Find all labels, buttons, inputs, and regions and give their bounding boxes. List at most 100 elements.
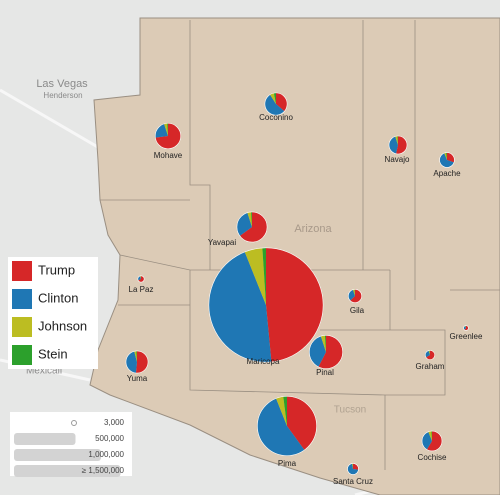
place-label: Tucson [334,405,366,416]
county-pie: La Paz [129,275,154,294]
pie-slice [439,153,454,168]
pie-size [154,122,182,150]
county-pie: Navajo [385,135,410,164]
pie-slice [396,135,408,155]
pie-slice [464,325,469,331]
pie-slice [425,350,435,360]
pie-slice [244,247,266,305]
pie-slice [318,335,343,369]
pie-slice [350,289,362,303]
county-pie: Graham [416,349,445,371]
pie-slice [444,152,447,160]
pie-slice [257,398,305,456]
legend-swatch [12,261,32,281]
pie-slice [463,325,466,330]
pie-slice [324,335,326,352]
pie-slice [208,251,272,363]
pie-slice [352,289,355,296]
pie-slice [447,152,455,163]
county-pie: Yuma [125,350,149,383]
pie-slice [428,431,432,441]
pie-slice [422,431,432,450]
pie-slice [138,275,145,283]
pie-slice [164,123,168,136]
county-label: Pima [278,459,297,468]
county-borders [100,18,500,470]
legend-swatch [12,317,32,337]
pie-slice [247,211,252,227]
pie-slice [155,123,168,138]
size-swatch [14,433,76,445]
county-label: Coconino [259,113,293,122]
pie-size [347,463,359,475]
pie-slice [287,396,317,450]
pie-slice [351,463,353,469]
county-label: Pinal [316,368,334,377]
pie-size [421,430,443,452]
pie-slice [426,431,442,451]
size-legend: 3,000 500,000 1,000,000 ≥ 1,500,000 [10,412,132,477]
pie-size [439,152,455,168]
pie-slice [262,247,266,305]
county-label: Maricopa [247,357,280,366]
pie-slice [428,350,430,355]
pie-slice [276,92,288,112]
pie-slice [395,136,398,145]
pie-slice [135,350,149,374]
pie-slice [136,350,137,362]
county-pie: Mohave [154,122,183,160]
pie-slice [266,247,324,362]
size-label: 1,000,000 [88,450,124,459]
county-label: Cochise [418,453,447,462]
county-pie: Cochise [418,430,447,462]
county-label: Santa Cruz [333,477,373,486]
pie-size [208,247,324,363]
county-label: Yavapai [208,238,237,247]
size-label: ≥ 1,500,000 [82,466,125,475]
pie-size [424,349,436,361]
pie-slice [140,275,141,279]
place-label: Arizona [294,223,332,235]
pie-slice [239,211,268,243]
pie-size [236,211,268,243]
county-pie: Apache [433,152,461,178]
county-label: Apache [433,169,461,178]
pie-slice [125,351,137,373]
pie-slice [276,396,287,426]
legend-label: Johnson [38,318,87,333]
county-label: La Paz [129,285,154,294]
pie-size [348,289,362,303]
pie-slice [431,431,432,441]
county-pie: Santa Cruz [333,463,373,486]
pie-slice [388,136,398,154]
legend-swatch [12,345,32,365]
pie-slice [251,211,252,227]
pie-slice [320,335,326,352]
pie-slice [167,123,168,136]
county-pie: Coconino [259,92,293,122]
county-label: Mohave [154,151,183,160]
legend: Trump Clinton Johnson Stein [8,257,98,369]
county-pies: Mohave Coconino Navajo Apache Yavapai La Paz M… [125,92,483,486]
pie-size [309,335,343,369]
county-label: Navajo [385,155,410,164]
pie-size [137,275,145,283]
size-label: 500,000 [95,434,124,443]
county-pie: Pinal [309,335,343,377]
size-swatch [14,465,121,477]
size-swatch [71,420,77,426]
pie-slice [309,336,326,367]
pie-slice [236,212,252,236]
pie-slice [134,350,137,362]
legend-label: Trump [38,262,75,277]
pie-slice [269,93,276,104]
county-label: Yuma [127,374,148,383]
place-label: Mexicali [26,366,62,377]
size-swatch [14,449,101,461]
pie-size [125,350,149,374]
pie-size [463,325,469,331]
county-pie: Pima [257,396,317,468]
pie-slice [273,92,276,104]
